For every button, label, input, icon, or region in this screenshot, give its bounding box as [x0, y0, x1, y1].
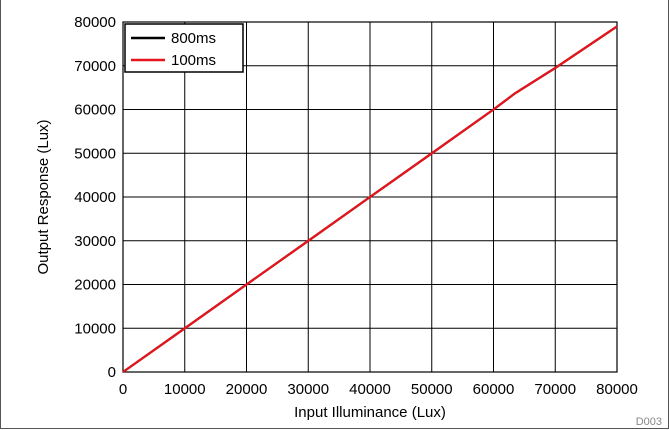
x-tick-label: 20000	[226, 381, 268, 398]
x-tick-label: 40000	[349, 381, 391, 398]
series-line-100ms	[122, 25, 618, 373]
x-tick-labels: 0 10000 20000 30000 40000 50000 60000 70000 8000…	[119, 381, 638, 398]
x-tick-label: 0	[119, 381, 127, 398]
y-tick-labels: 0 10000 20000 30000 40000 50000 60000 70000 8000…	[74, 14, 116, 381]
y-tick-label: 70000	[74, 58, 116, 75]
y-axis-title: Output Response (Lux)	[35, 119, 52, 274]
y-tick-label: 50000	[74, 145, 116, 162]
y-tick-label: 10000	[74, 320, 116, 337]
y-tick-label: 0	[108, 364, 116, 381]
y-tick-label: 80000	[74, 14, 116, 31]
x-tick-label: 50000	[411, 381, 453, 398]
legend: 800ms 100ms	[124, 23, 244, 73]
plot-area-border	[122, 21, 618, 373]
x-tick-label: 80000	[596, 381, 638, 398]
x-tick-label: 60000	[473, 381, 515, 398]
legend-label: 800ms	[171, 30, 216, 47]
figure-code: D003	[636, 416, 662, 428]
x-axis-title: Input Illuminance (Lux)	[294, 404, 446, 421]
y-tick-label: 30000	[74, 233, 116, 250]
legend-label: 100ms	[171, 52, 216, 69]
x-tick-label: 10000	[164, 381, 206, 398]
legend-box	[124, 23, 244, 73]
x-tick-label: 70000	[534, 381, 576, 398]
y-tick-label: 20000	[74, 277, 116, 294]
series-lines	[122, 25, 618, 373]
x-tick-label: 30000	[287, 381, 329, 398]
y-tick-label: 40000	[74, 189, 116, 206]
y-tick-label: 60000	[74, 102, 116, 119]
